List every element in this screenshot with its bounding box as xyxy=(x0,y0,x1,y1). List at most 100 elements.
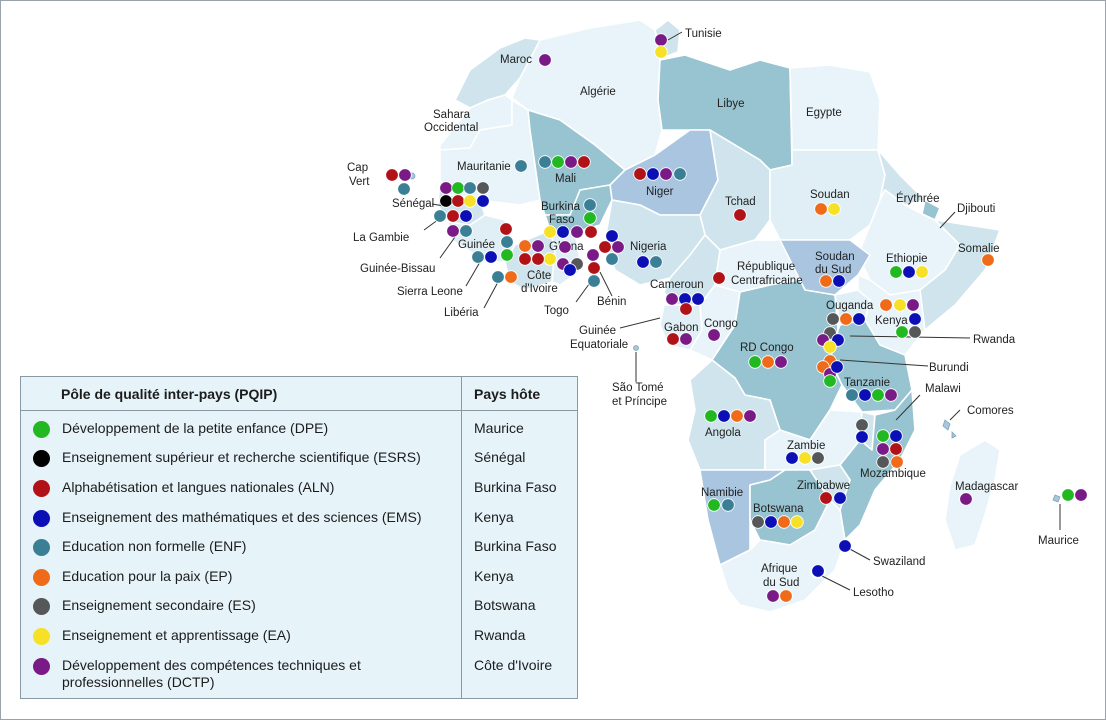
dot-angola-ep xyxy=(730,409,744,423)
dot-namibie-enf xyxy=(721,498,735,512)
dot-sierra-leone-enf xyxy=(491,270,505,284)
label-guinee-eq-1: Guinée xyxy=(579,325,616,337)
label-djibouti: Djibouti xyxy=(957,203,995,215)
label-guinee: Guinée xyxy=(458,239,495,251)
dot-mozambique-dpe xyxy=(876,429,890,443)
label-tunisie: Tunisie xyxy=(685,28,722,40)
dot-ghana-ea xyxy=(543,252,557,266)
dot-mali-dpe xyxy=(551,155,565,169)
label-soudan: Soudan xyxy=(810,189,850,201)
label-congo: Congo xyxy=(704,318,738,330)
dot-senegal-dctp xyxy=(439,181,453,195)
label-tanzanie: Tanzanie xyxy=(844,377,890,389)
dot-gambie-enf xyxy=(433,209,447,223)
dot-benin-aln xyxy=(598,240,612,254)
dot-rwanda-ea xyxy=(823,340,837,354)
leader-comores xyxy=(949,409,961,421)
dot-cote-ivoire-dctp xyxy=(558,240,572,254)
dot-madagascar-dctp xyxy=(959,492,973,506)
label-sahara-1: Sahara xyxy=(433,109,471,121)
label-gambie: La Gambie xyxy=(353,232,409,244)
dot-cameroun-aln xyxy=(679,302,693,316)
label-maroc: Maroc xyxy=(500,54,532,66)
dot-burkina-faso-aln xyxy=(584,225,598,239)
legend-dot-dctp xyxy=(33,658,50,675)
label-mauritanie: Mauritanie xyxy=(457,161,511,173)
dot-ghana-ep xyxy=(518,239,532,253)
dot-mali-enf xyxy=(538,155,552,169)
dot-gambie-ems xyxy=(459,209,473,223)
leader-guinee-eq xyxy=(619,317,661,329)
dot-zambie-ea xyxy=(798,451,812,465)
dot-senegal-es xyxy=(476,181,490,195)
dot-gambie-aln xyxy=(446,209,460,223)
dot-senegal-ea xyxy=(463,194,477,208)
island-sao-tome xyxy=(633,345,639,351)
dot-mozambique-ep xyxy=(890,455,904,469)
dot-cote-ivoire-dctp xyxy=(586,248,600,262)
label-soudan-sud-1: Soudan xyxy=(815,251,855,263)
dot-senegal-esrs xyxy=(439,194,453,208)
dot-rd-congo-dpe xyxy=(748,355,762,369)
dot-maurice-dpe xyxy=(1061,488,1075,502)
legend-row-ea: Enseignement et apprentissage (EA) Rwand… xyxy=(21,621,577,650)
dot-guinee-bissau-enf xyxy=(459,224,473,238)
legend-host-aln: Burkina Faso xyxy=(474,479,557,495)
label-cap-vert-2: Vert xyxy=(349,176,370,188)
dot-senegal-aln xyxy=(451,194,465,208)
label-senegal: Sénégal xyxy=(392,198,434,210)
label-kenya: Kenya xyxy=(875,315,908,327)
dot-somalie-ep xyxy=(981,253,995,267)
label-guinee-bissau: Guinée-Bissau xyxy=(360,263,435,275)
dot-zimbabwe-aln xyxy=(819,491,833,505)
label-sahara-2: Occidental xyxy=(424,122,478,134)
label-burkina-2: Faso xyxy=(549,214,575,226)
dot-gabon-dctp xyxy=(679,332,693,346)
dot-cote-ivoire-aln xyxy=(518,252,532,266)
label-liberia: Libéria xyxy=(444,307,479,319)
legend-pole-enf: Education non formelle (ENF) xyxy=(62,538,247,554)
dot-mozambique-ems xyxy=(889,429,903,443)
legend-row-ems: Enseignement des mathématiques et des sc… xyxy=(21,503,577,532)
leader-tunisie xyxy=(667,31,683,41)
country-shape-afrique-sud xyxy=(719,499,846,613)
legend-host-ea: Rwanda xyxy=(474,627,526,643)
leader-djibouti xyxy=(939,211,956,229)
label-malawi: Malawi xyxy=(925,383,961,395)
label-burkina-1: Burkina xyxy=(541,201,581,213)
label-lesotho: Lesotho xyxy=(853,587,894,599)
label-erythree: Érythrée xyxy=(896,192,939,205)
legend-table: Pôle de qualité inter-pays (PQIP) Pays h… xyxy=(20,376,578,699)
legend-row-enf: Education non formelle (ENF) Burkina Fas… xyxy=(21,532,577,561)
dot-ethiopie-ea xyxy=(915,265,929,279)
dot-nigeria-ems xyxy=(636,255,650,269)
legend-dot-ea xyxy=(33,628,50,645)
dot-tanzanie-dctp xyxy=(884,388,898,402)
dot-senegal-ems xyxy=(476,194,490,208)
dot-mozambique-dctp xyxy=(876,442,890,456)
dot-ethiopie-dpe xyxy=(889,265,903,279)
country-shape-madagascar xyxy=(944,439,1001,551)
island-comores xyxy=(942,419,957,439)
legend-row-dpe: Développement de la petite enfance (DPE)… xyxy=(21,414,577,443)
label-rca-2: Centrafricaine xyxy=(731,275,803,287)
dot-rd-congo-ep xyxy=(761,355,775,369)
dot-benin-dctp xyxy=(611,240,625,254)
label-benin: Bénin xyxy=(597,296,626,308)
label-togo: Togo xyxy=(544,305,569,317)
legend-dot-aln xyxy=(33,480,50,497)
dot-benin-ems xyxy=(563,263,577,277)
label-cameroun: Cameroun xyxy=(650,279,704,291)
legend-pole-es: Enseignement secondaire (ES) xyxy=(62,597,256,613)
label-zimbabwe: Zimbabwe xyxy=(797,480,850,492)
dot-gabon-aln xyxy=(666,332,680,346)
dot-niger-ems xyxy=(646,167,660,181)
label-rca-1: République xyxy=(737,261,795,273)
label-egypte: Egypte xyxy=(806,107,842,119)
dot-guinee-ems xyxy=(484,250,498,264)
dot-sierra-leone-ep xyxy=(504,270,518,284)
membership-dots xyxy=(385,33,1088,603)
dot-botswana-ems xyxy=(764,515,778,529)
leader-swaziland xyxy=(847,547,871,561)
dot-tchad-aln xyxy=(733,208,747,222)
